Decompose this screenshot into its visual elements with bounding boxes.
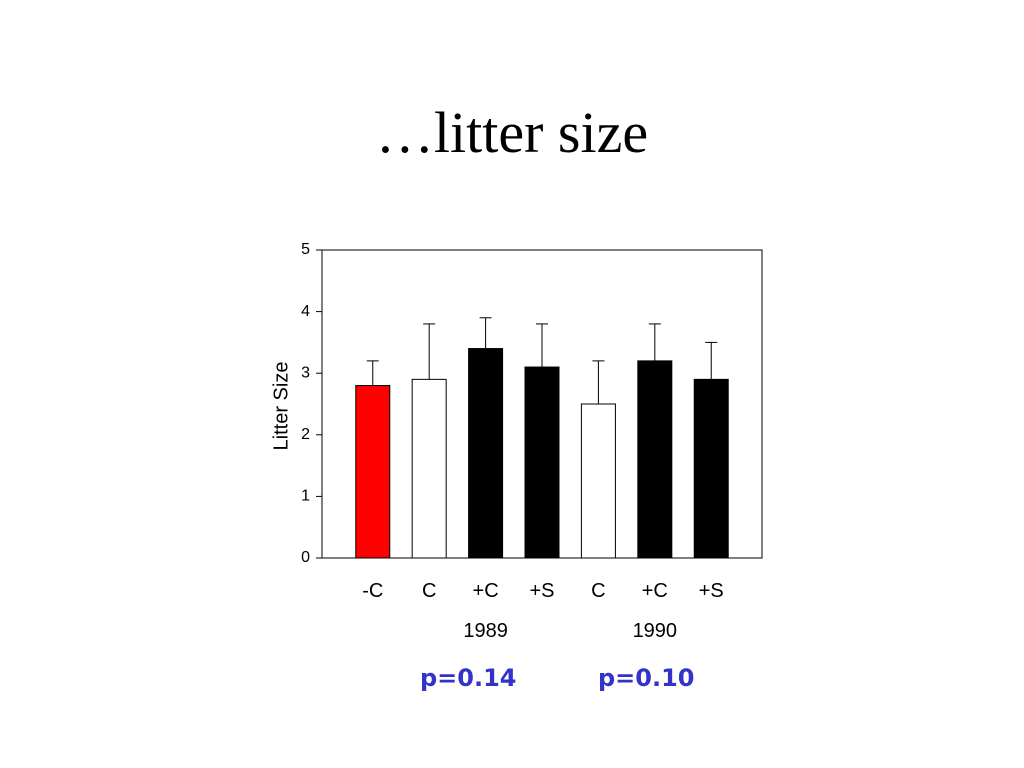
x-category-label: +C	[642, 580, 668, 602]
y-tick-label: 5	[301, 241, 310, 258]
slide-title: …litter size	[375, 100, 649, 165]
bar	[355, 385, 391, 559]
y-axis-label: Litter Size	[270, 362, 292, 451]
x-category-label: C	[591, 580, 605, 602]
y-tick-label: 3	[301, 364, 310, 381]
year-group-label: 1989	[463, 620, 508, 642]
bar	[524, 366, 560, 559]
year-group-labels: 1989 1990	[463, 620, 677, 642]
bar	[468, 348, 504, 559]
y-tick-label: 0	[301, 549, 310, 566]
error-bars	[366, 317, 718, 404]
y-tick-label: 1	[301, 488, 310, 505]
bar	[637, 360, 673, 559]
bar	[693, 378, 729, 559]
y-axis-ticks: 0 1 2 3 4 5	[301, 241, 322, 566]
x-category-label: +C	[473, 580, 499, 602]
x-category-label: -C	[362, 580, 383, 602]
x-axis-category-labels: -C C +C +S C +C +S	[362, 580, 724, 602]
x-category-label: C	[422, 580, 436, 602]
y-tick-label: 2	[301, 426, 310, 443]
year-group-label: 1990	[633, 620, 678, 642]
bars	[355, 348, 729, 559]
p-value-1990: p=0.10	[598, 664, 695, 692]
bar	[411, 378, 447, 559]
p-value-1989: p=0.14	[420, 664, 517, 692]
x-category-label: +S	[699, 580, 724, 602]
y-tick-label: 4	[301, 303, 310, 320]
x-category-label: +S	[529, 580, 554, 602]
bar	[580, 403, 616, 559]
